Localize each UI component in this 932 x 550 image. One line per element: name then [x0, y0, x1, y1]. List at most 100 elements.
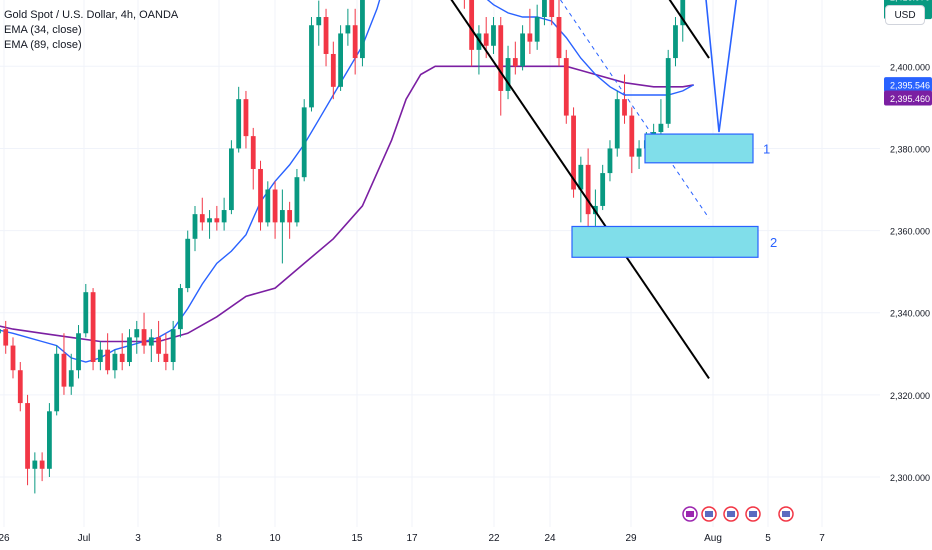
candle-body [134, 329, 140, 338]
candle-body [61, 353, 67, 387]
channel-mid-dashed-line [559, 0, 710, 219]
candle-body [214, 218, 220, 223]
zone-label-2: 2 [770, 235, 777, 250]
candle-body [90, 292, 96, 363]
candle-body [39, 460, 45, 469]
candle-body [542, 0, 547, 18]
candle-body [229, 148, 234, 211]
candle-body [279, 210, 285, 223]
candle-body [294, 177, 300, 223]
candle-body [636, 148, 642, 157]
x-tick-label: Aug [704, 533, 722, 544]
candle-body [585, 164, 591, 215]
candle-body [330, 53, 336, 87]
candle-body [199, 214, 205, 223]
candle-body [512, 58, 518, 67]
x-tick-label: 10 [269, 533, 281, 544]
candle-body [469, 0, 475, 50]
x-tick-label: 7 [819, 533, 825, 544]
candle-body [563, 58, 569, 116]
ema89-legend[interactable]: EMA (89, close) [4, 39, 82, 51]
candle-body [316, 17, 322, 26]
price-axis[interactable]: 2,280.0002,300.0002,320.0002,340.0002,36… [890, 0, 930, 550]
event-flag-icon [745, 506, 761, 522]
y-tick-label: 2,380.000 [890, 144, 930, 154]
candle-body [571, 115, 576, 190]
candle-body [170, 329, 176, 363]
symbol-title[interactable]: Gold Spot / U.S. Dollar, 4h, OANDA [4, 9, 179, 21]
candle-body [54, 353, 60, 412]
x-tick-label: 8 [216, 533, 222, 544]
candle-body [658, 123, 664, 133]
candle-body [483, 33, 489, 46]
candle-body [221, 210, 227, 223]
candle-body [549, 0, 555, 18]
event-flag-icon [682, 506, 698, 522]
price-tag-text: 2,395.546 [890, 81, 930, 91]
candle-body [360, 0, 365, 59]
x-tick-label: Jul [78, 533, 91, 544]
zone-label-1: 1 [763, 141, 770, 156]
event-flag-icon [778, 506, 794, 522]
candle-body [491, 25, 496, 46]
y-tick-label: 2,400.000 [890, 62, 930, 72]
channel-upper-line [668, 0, 710, 59]
candle-body [97, 349, 103, 363]
candle-body [207, 218, 212, 223]
y-tick-label: 2,320.000 [890, 391, 930, 401]
candle-body [578, 164, 584, 190]
candle-body [83, 292, 89, 334]
y-tick-label: 2,340.000 [890, 309, 930, 319]
candle-body [345, 25, 351, 34]
candle-body [534, 17, 540, 42]
candle-body [258, 168, 263, 223]
candle-body [527, 33, 533, 42]
candle-body [250, 136, 256, 169]
candle-body [287, 210, 293, 223]
candle-body [556, 17, 562, 59]
candle-body [600, 173, 606, 206]
candle-body [127, 337, 132, 363]
ema89-line [0, 65, 694, 343]
y-tick-label: 2,300.000 [890, 473, 930, 483]
x-tick-label: 24 [544, 533, 556, 544]
candle-body [112, 353, 118, 371]
x-tick-label: 15 [351, 533, 363, 544]
y-tick-label: 2,360.000 [890, 227, 930, 237]
candle-body [309, 25, 314, 108]
candle-body [192, 214, 198, 239]
price-tag-blue [884, 77, 932, 93]
time-axis[interactable]: 26 Jul 3 8 10 15 17 22 24 29 Aug 5 7 [0, 533, 825, 544]
price-tag-text: 2,416.970 [890, 0, 930, 3]
candle-body [68, 370, 74, 387]
grid-lines [0, 0, 880, 527]
candle-body [148, 337, 154, 346]
candle-body [629, 115, 635, 157]
support-zone-2 [571, 225, 759, 258]
candle-body [185, 238, 191, 289]
candle-body [665, 58, 671, 124]
candle-body [105, 349, 111, 371]
x-tick-label: 29 [625, 533, 637, 544]
candle-body [680, 0, 686, 26]
candle-body [301, 107, 307, 178]
ema34-legend[interactable]: EMA (34, close) [4, 24, 82, 36]
candle-body [272, 189, 278, 223]
x-tick-label: 3 [135, 533, 141, 544]
candle-body [323, 17, 329, 54]
candle-body [265, 189, 271, 223]
candle-body [505, 58, 511, 91]
drawing-annotations[interactable]: 12 [0, 0, 880, 379]
candle-body [141, 329, 147, 346]
candle-body [236, 99, 242, 149]
ema89-path [0, 65, 694, 343]
candle-body [352, 25, 358, 59]
candle-body [607, 148, 613, 174]
candle-body [156, 337, 161, 354]
event-icons[interactable] [682, 506, 794, 522]
candle-body [76, 333, 81, 371]
currency-button[interactable]: USD [885, 5, 925, 25]
price-tag-text: 2,395.460 [890, 94, 930, 104]
candle-body [0, 329, 1, 334]
